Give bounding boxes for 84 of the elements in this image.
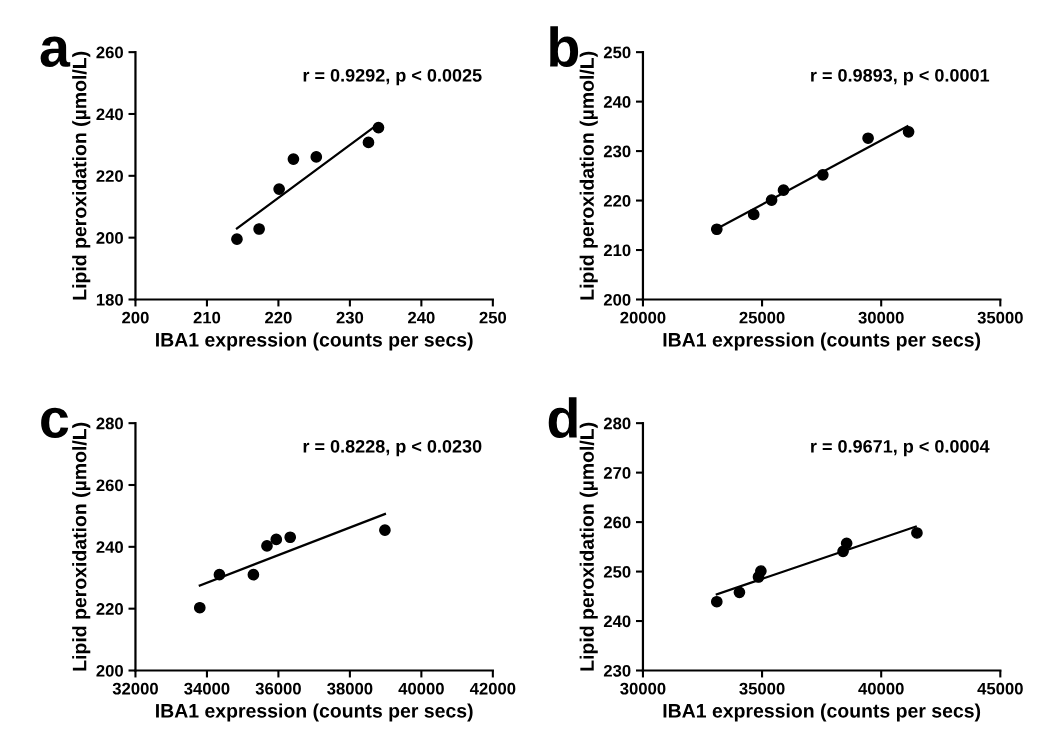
y-tick-label: 280	[603, 417, 631, 430]
y-tick-label: 210	[603, 244, 631, 257]
point	[710, 595, 723, 608]
chart-title: d	[548, 397, 577, 439]
point	[253, 223, 265, 235]
y-tick-label: 220	[96, 603, 123, 615]
y-tick-label: 230	[603, 664, 631, 677]
x-tick-label: 240	[408, 311, 435, 324]
point	[372, 121, 385, 134]
x-axis-title: IBA1 expression (counts per secs)	[156, 332, 473, 351]
annotation: r = 0.9893, p < 0.0001	[811, 68, 990, 86]
y-tick-label: 220	[603, 194, 631, 207]
y-axis-title: Lipid peroxidation (µmol/L)	[579, 422, 598, 671]
x-axis-title: IBA1 expression (counts per secs)	[663, 332, 981, 351]
y-tick-label: 270	[603, 467, 631, 479]
x-tick-label: 45000	[977, 682, 1023, 695]
y-tick-label: 250	[603, 565, 631, 578]
y-tick-label: 240	[603, 96, 631, 108]
y-tick-label: 180	[96, 293, 123, 306]
y-axis-title: Lipid peroxidation (µmol/L)	[579, 51, 598, 300]
annotation: r = 0.8228, p < 0.0230	[303, 439, 482, 457]
chart-title: c	[41, 407, 69, 439]
point	[379, 524, 391, 536]
point	[840, 537, 853, 550]
point	[247, 568, 260, 581]
x-axis-title: IBA1 expression (counts per secs)	[156, 703, 473, 722]
x-tick-label: 42000	[469, 682, 516, 695]
x-tick-label: 200	[122, 311, 149, 324]
x-tick-label: 30000	[620, 682, 666, 695]
x-tick-label: 220	[265, 311, 292, 324]
y-axis-title: Lipid peroxidation (µmol/L)	[72, 422, 91, 671]
x-tick-label: 20000	[620, 311, 666, 324]
x-tick-label: 32000	[112, 682, 158, 695]
x-tick-label: 25000	[739, 311, 785, 324]
y-tick-label: 240	[96, 108, 123, 121]
y-tick-label: 240	[96, 541, 123, 554]
point	[213, 568, 226, 581]
point	[287, 153, 300, 165]
y-tick-label: 200	[96, 232, 123, 244]
y-tick-label: 230	[603, 145, 631, 158]
y-tick-label: 260	[96, 46, 123, 59]
x-tick-label: 35000	[977, 311, 1023, 324]
x-tick-label: 38000	[327, 682, 373, 695]
chart-title: b	[550, 26, 579, 68]
annotation: r = 0.9292, p < 0.0025	[303, 68, 482, 86]
point	[862, 132, 874, 145]
x-tick-label: 210	[193, 311, 221, 324]
point	[261, 540, 273, 552]
point	[231, 233, 243, 246]
x-tick-label: 250	[479, 311, 507, 324]
point	[733, 586, 746, 599]
x-axis-title: IBA1 expression (counts per secs)	[663, 703, 981, 722]
x-tick-label: 36000	[255, 682, 301, 695]
point	[310, 151, 323, 163]
y-tick-label: 200	[96, 664, 123, 677]
x-tick-label: 40000	[398, 682, 444, 695]
point	[902, 125, 915, 138]
x-tick-label: 230	[336, 311, 364, 324]
point	[777, 184, 790, 197]
y-tick-label: 220	[96, 170, 123, 183]
point	[362, 136, 375, 149]
point	[755, 565, 767, 577]
x-tick-label: 35000	[739, 682, 785, 695]
point	[747, 208, 760, 221]
x-tick-label: 30000	[858, 311, 904, 324]
annotation: r = 0.9671, p < 0.0004	[811, 439, 990, 457]
y-tick-label: 260	[603, 516, 631, 529]
chart-title: a	[40, 36, 71, 68]
point	[193, 601, 206, 614]
point	[911, 527, 923, 539]
y-tick-label: 200	[603, 293, 631, 306]
point	[710, 223, 723, 236]
point	[270, 533, 283, 546]
x-tick-label: 40000	[858, 682, 904, 695]
point	[765, 194, 778, 206]
y-tick-label: 250	[603, 46, 631, 59]
point	[816, 168, 829, 181]
y-tick-label: 260	[96, 479, 123, 492]
x-tick-label: 34000	[184, 682, 230, 695]
y-tick-label: 280	[96, 417, 123, 430]
y-axis-title: Lipid peroxidation (µmol/L)	[72, 51, 91, 300]
y-tick-label: 240	[603, 615, 631, 628]
point	[273, 183, 285, 195]
point	[284, 531, 297, 544]
